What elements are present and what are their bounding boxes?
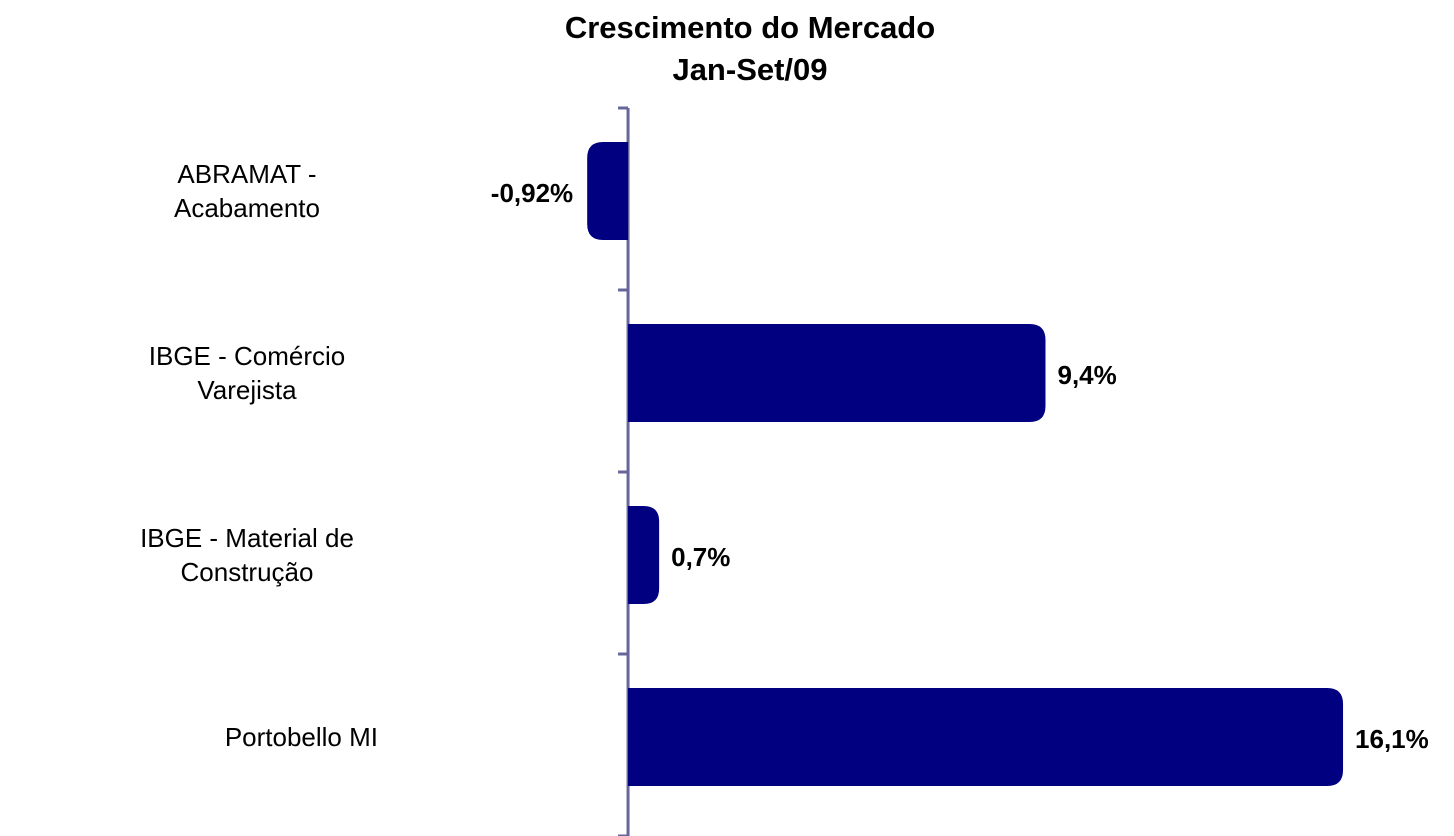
category-label-box: IBGE - Comércio Varejista	[78, 339, 378, 407]
chart-subtitle: Jan-Set/09	[672, 52, 828, 87]
bar	[587, 142, 629, 240]
y-tick-label: Portobello MI	[224, 722, 378, 752]
y-tick-label: ABRAMAT - Acabamento	[174, 159, 320, 223]
bar	[628, 688, 1344, 786]
bar	[628, 506, 660, 604]
y-tick-label: IBGE - Material de Construção	[140, 523, 354, 587]
category-label-box: ABRAMAT - Acabamento	[78, 157, 378, 225]
y-tick-label: IBGE - Comércio Varejista	[148, 341, 346, 405]
chart-title: Crescimento do Mercado	[564, 10, 936, 45]
value-label: 9,4%	[1057, 360, 1116, 390]
bar	[628, 324, 1046, 422]
value-label: -0,92%	[491, 178, 573, 208]
category-label-box: Portobello MI	[78, 720, 378, 754]
value-label: 16,1%	[1355, 724, 1429, 754]
value-label: 0,7%	[671, 542, 730, 572]
category-label-box: IBGE - Material de Construção	[78, 521, 378, 589]
